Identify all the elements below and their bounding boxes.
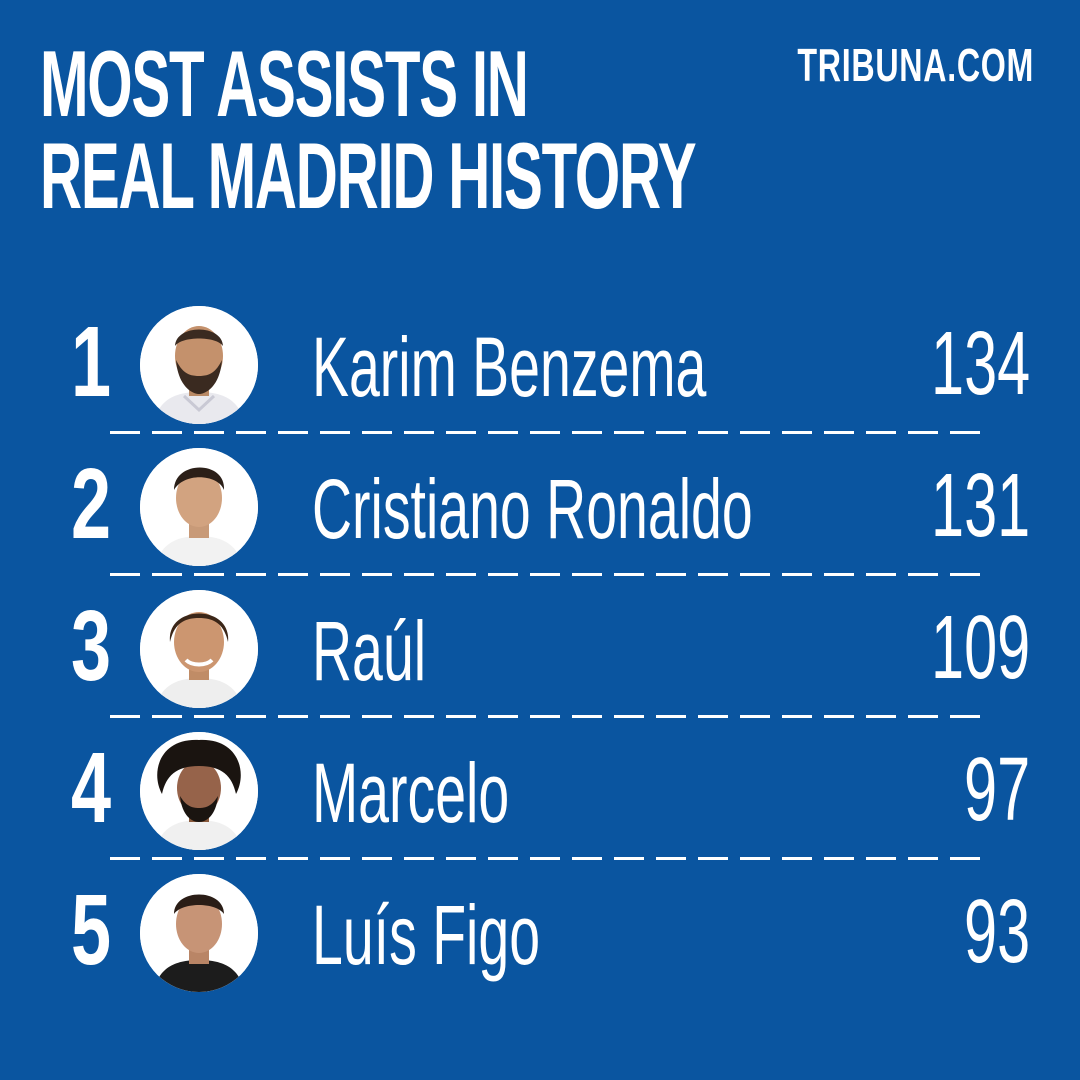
player-name: Karim Benzema: [312, 320, 707, 414]
player-portrait-icon: [140, 306, 258, 424]
player-name: Cristiano Ronaldo: [312, 462, 753, 556]
rank-number: 1: [70, 306, 112, 418]
ranking-list: 1 Karim Benzema 134 2: [0, 292, 1080, 1002]
page-title: MOST ASSISTS IN REAL MADRID HISTORY: [40, 31, 697, 228]
dashed-divider: [110, 431, 984, 434]
ranking-row: 1 Karim Benzema 134: [0, 292, 1080, 434]
ranking-row: 5 Luís Figo 93: [0, 860, 1080, 1002]
assists-count: 93: [963, 882, 1030, 982]
rank-number: 4: [70, 732, 112, 844]
player-portrait-icon: [140, 590, 258, 708]
ranking-row: 4 Marcelo 97: [0, 718, 1080, 860]
dashed-divider: [110, 857, 984, 860]
player-portrait-icon: [140, 732, 258, 850]
rank-number: 5: [70, 874, 112, 986]
player-portrait-icon: [140, 448, 258, 566]
player-name: Luís Figo: [312, 888, 541, 982]
rank-number: 3: [70, 590, 112, 702]
title-line-1: MOST ASSISTS IN: [40, 31, 529, 136]
ranking-row: 2 Cristiano Ronaldo 131: [0, 434, 1080, 576]
assists-count: 97: [963, 740, 1030, 840]
assists-count: 131: [930, 456, 1030, 556]
dashed-divider: [110, 715, 984, 718]
player-portrait-icon: [140, 874, 258, 992]
player-name: Marcelo: [312, 746, 510, 840]
brand-logo-text: TRIBUNA.COM: [797, 39, 1034, 91]
rank-number: 2: [70, 448, 112, 560]
assists-count: 109: [930, 598, 1030, 698]
dashed-divider: [110, 573, 984, 576]
title-line-2: REAL MADRID HISTORY: [40, 123, 697, 228]
ranking-row: 3 Raúl 109: [0, 576, 1080, 718]
player-name: Raúl: [312, 604, 427, 698]
assists-count: 134: [930, 314, 1030, 414]
